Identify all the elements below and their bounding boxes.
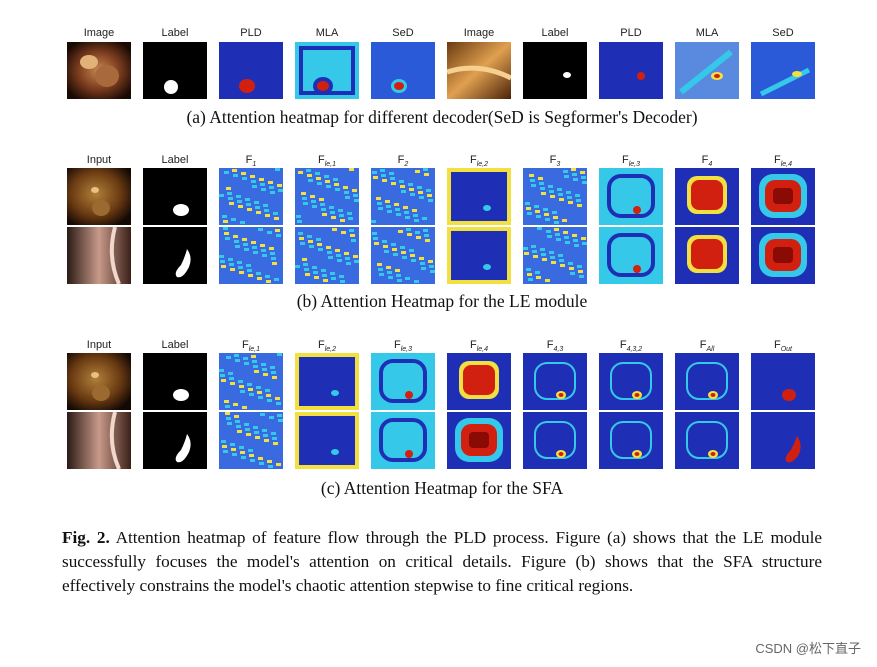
- panel-c-header: Label: [161, 339, 189, 351]
- panel-b-header: Fle,2: [469, 154, 489, 169]
- panel-c-header: Input: [86, 339, 112, 351]
- panel-b-caption: (b) Attention Heatmap for the LE module: [296, 291, 588, 311]
- panel-b-header: F4: [701, 154, 713, 169]
- panel-b-tile: [599, 227, 663, 284]
- panel-c-tile: [295, 353, 359, 410]
- panel-c-tile: [295, 412, 359, 469]
- panel-b-tile: [143, 227, 207, 284]
- panel-b-header: Fle,3: [621, 154, 641, 169]
- panel-c-header: F4,3,2: [619, 339, 643, 354]
- panel-c-header: Fle,1: [241, 339, 261, 354]
- panel-c-tile: [523, 353, 587, 410]
- panel-a-header: Label: [161, 27, 189, 39]
- panel-b-header: Label: [161, 154, 189, 166]
- figure-label: Fig. 2.: [62, 528, 110, 547]
- panel-c-caption: (c) Attention Heatmap for the SFA: [320, 478, 564, 498]
- panel-a-tile: [447, 42, 511, 99]
- panel-c-tile: [675, 412, 739, 469]
- panel-b-tile: [295, 227, 359, 284]
- panel-a-tile: [751, 42, 815, 99]
- panel-a-header: SeD: [392, 27, 414, 39]
- panel-a-header: Label: [541, 27, 569, 39]
- panel-c-tile: [751, 412, 815, 469]
- panel-b-tile: [143, 168, 207, 225]
- panel-c-tile: [751, 353, 815, 410]
- panel-c-tile: [219, 353, 283, 410]
- panel-b-tile: [675, 227, 739, 284]
- watermark: CSDN @松下直子: [755, 641, 861, 656]
- panel-a-caption: (a) Attention heatmap for different deco…: [186, 107, 698, 127]
- panel-b-header: Input: [86, 154, 112, 166]
- panel-c-tile: [371, 412, 435, 469]
- panel-c-header: Fle,4: [469, 339, 489, 354]
- panel-c-header: Fle,2: [317, 339, 337, 354]
- panel-a-header: MLA: [695, 27, 719, 39]
- panel-b-header: Fle,4: [773, 154, 793, 169]
- panel-c-tile: [143, 353, 207, 410]
- panel-b-tile: [67, 168, 131, 225]
- panel-c-header: Fle,3: [393, 339, 413, 354]
- panel-b-tile: [219, 168, 283, 225]
- panel-a-header: Image: [463, 27, 495, 39]
- panel-b-header: F1: [245, 154, 257, 169]
- panel-b-tile: [219, 227, 283, 284]
- panel-c-tile: [599, 412, 663, 469]
- panel-c-tile: [219, 412, 283, 469]
- panel-c-tile: [523, 412, 587, 469]
- panel-a-header: MLA: [315, 27, 339, 39]
- panel-c-header: F4,3: [546, 339, 564, 354]
- panel-c-tile: [447, 412, 511, 469]
- panel-c-tile: [67, 412, 131, 469]
- panel-a-tile: [523, 42, 587, 99]
- panel-b-tile: [675, 168, 739, 225]
- panel-b-tile: [751, 168, 815, 225]
- panel-a-header: PLD: [240, 27, 262, 39]
- panel-b-tile: [523, 227, 587, 284]
- panel-b-tile: [447, 227, 511, 284]
- panel-a-tile: [219, 42, 283, 99]
- panel-a-header: PLD: [620, 27, 642, 39]
- panel-a-tile: [67, 42, 131, 99]
- panel-a-tile: [295, 42, 359, 99]
- panel-b-tile: [371, 168, 435, 225]
- panel-b-tile: [447, 168, 511, 225]
- panel-b-tile: [523, 168, 587, 225]
- panel-a-header: SeD: [772, 27, 794, 39]
- panel-b-header: F2: [397, 154, 409, 169]
- panel-a-header: Image: [83, 27, 115, 39]
- panel-b-tile: [67, 227, 131, 284]
- panel-a-tile: [675, 42, 739, 99]
- panel-b-header: Fle,1: [317, 154, 337, 169]
- panel-c-tile: [143, 412, 207, 469]
- panel-b-tile: [295, 168, 359, 225]
- panel-a-tile: [371, 42, 435, 99]
- panel-b-header: F3: [549, 154, 561, 169]
- panel-c-header: FOut: [773, 339, 793, 354]
- panel-a-tile: [599, 42, 663, 99]
- panel-c-tile: [599, 353, 663, 410]
- panel-c-header: FAll: [699, 339, 715, 354]
- panel-b-tile: [751, 227, 815, 284]
- panel-a-tile: [143, 42, 207, 99]
- panel-c-tile: [67, 353, 131, 410]
- panel-c-tile: [675, 353, 739, 410]
- panel-c-tile: [447, 353, 511, 410]
- panel-b-tile: [599, 168, 663, 225]
- panel-c-tile: [371, 353, 435, 410]
- figure-caption: Fig. 2. Attention heatmap of feature flo…: [62, 526, 822, 599]
- figure-caption-text: Attention heatmap of feature flow throug…: [62, 528, 822, 596]
- panel-b-tile: [371, 227, 435, 284]
